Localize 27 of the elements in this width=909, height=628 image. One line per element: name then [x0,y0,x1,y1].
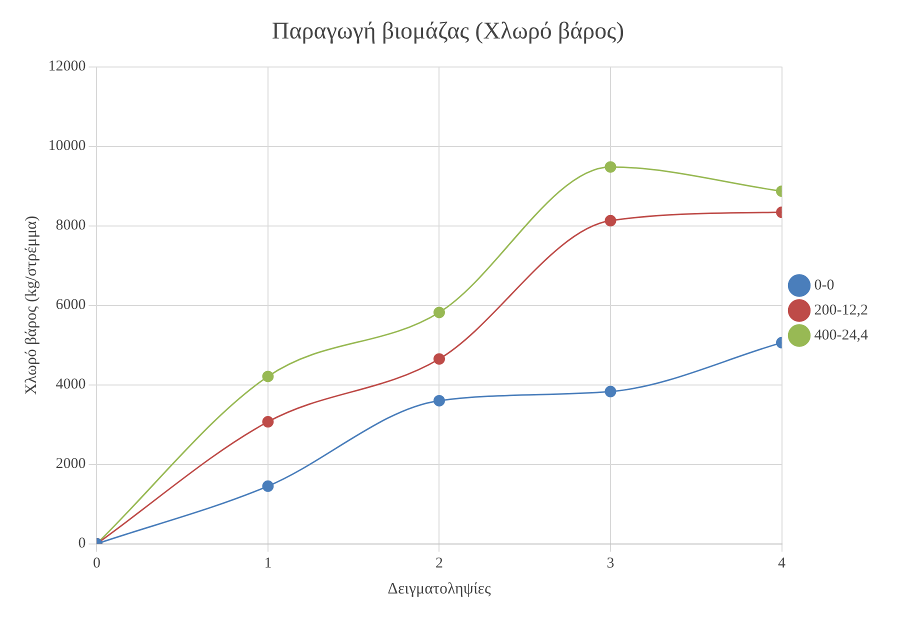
point [433,394,445,406]
point [433,353,445,365]
x-tick-label: 4 [778,556,786,572]
point [604,386,616,398]
point [262,416,274,428]
x-tick-label: 3 [606,556,614,572]
x-tick-label: 2 [435,556,443,572]
point [604,214,616,226]
y-tick-label: 12000 [48,58,86,75]
y-tick-label: 4000 [56,376,86,393]
legend-label: 400-24,4 [814,327,868,344]
x-tick-label: 0 [92,556,100,572]
point [433,306,445,318]
y-tick-label: 6000 [56,297,86,314]
legend-label: 0-0 [814,277,834,294]
y-tick-label: 0 [78,536,86,552]
chart-title: Παραγωγή βιομάζας (Χλωρό βάρος) [272,18,624,45]
point [262,370,274,382]
legend-label: 200-12,2 [814,302,868,318]
y-tick-label: 2000 [56,456,86,472]
point [604,161,616,173]
x-tick-label: 1 [264,556,272,572]
point [262,480,274,492]
y-tick-label: 8000 [56,218,86,234]
y-axis-title: Χλωρό βάρος (kg/στρέμμα) [22,216,40,395]
x-axis-title: Δειγματοληψίες [388,580,492,598]
y-tick-label: 10000 [48,138,86,154]
